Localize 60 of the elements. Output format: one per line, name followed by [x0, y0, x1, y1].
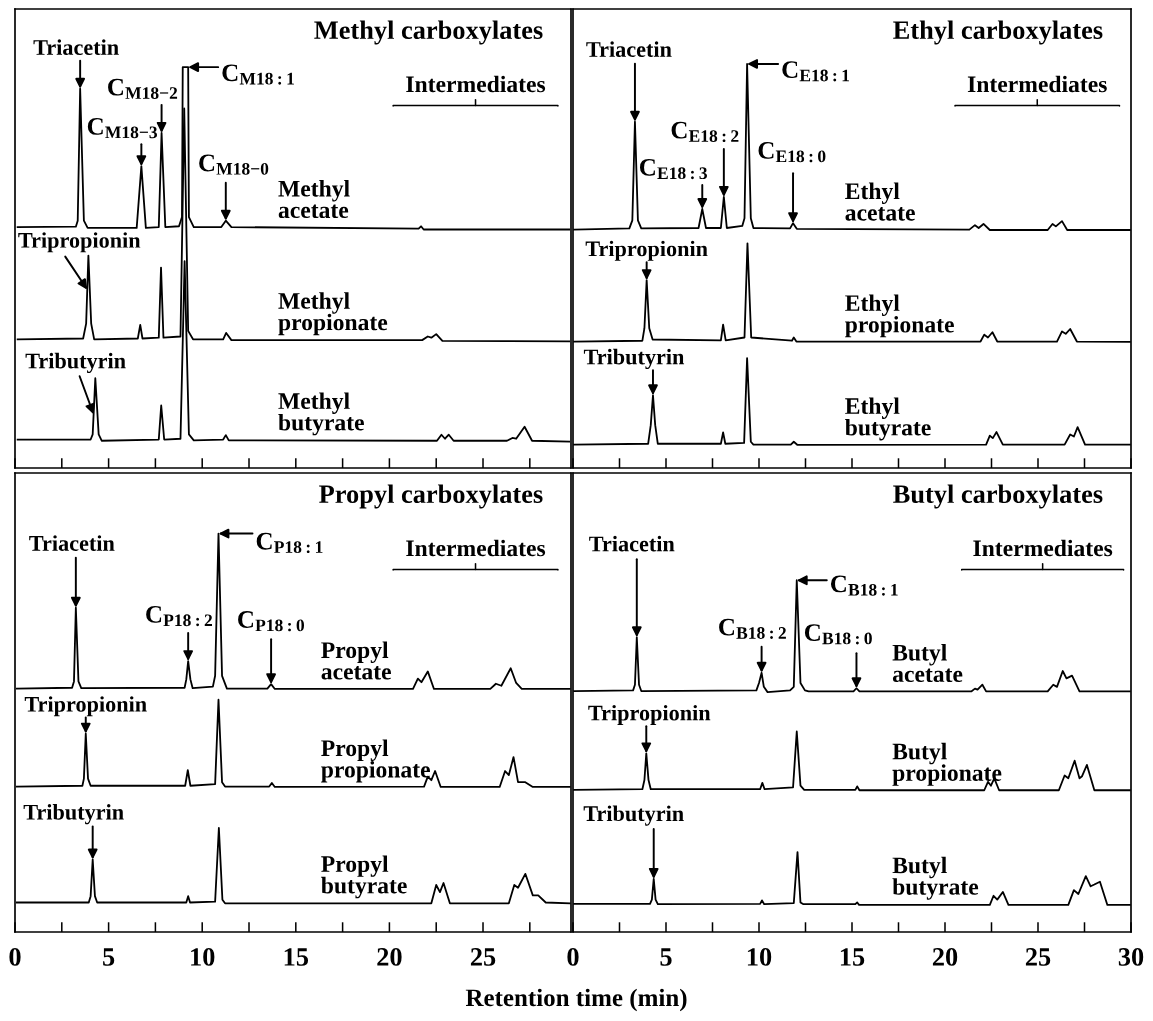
annotation: Tributyrin: [583, 348, 685, 370]
series-label: Propyl propionate: [321, 739, 430, 783]
annotation: Intermediates: [406, 539, 546, 557]
annotation: Tributyrin: [583, 805, 684, 826]
legend-label: Butyl acetate: [892, 644, 963, 683]
annotation: Tripropionin: [588, 704, 711, 726]
x-tick-label: 5: [103, 948, 115, 966]
chart-title: Propyl carboxylates: [319, 484, 543, 509]
annotation: C$_{M18−0}$: [199, 154, 269, 175]
x-tick-label: 25: [1025, 948, 1051, 966]
x-tick-label: 15: [840, 948, 865, 966]
x-tick-label: 0: [567, 948, 579, 966]
x-tick-label: 5: [660, 948, 672, 966]
x-tick-label: 10: [747, 948, 772, 966]
x-tick-label: 10: [191, 948, 215, 966]
series-label: Butyl propionate: [892, 742, 1002, 786]
x-tick-label: 15: [284, 948, 309, 966]
chart-title: Methyl carboxylates: [314, 20, 543, 45]
series-label: Methyl propionate: [278, 292, 388, 336]
annotation: C$_{E18:1}$: [782, 61, 850, 82]
annotation: Intermediates: [967, 75, 1107, 93]
series-label: Methyl butyrate: [278, 392, 364, 436]
x-tick-label: 30: [1118, 948, 1144, 966]
annotation: Triacetin: [586, 41, 672, 57]
annotation: Tributyrin: [25, 352, 126, 374]
annotation: Triacetin: [33, 39, 119, 55]
x-tick-label: 20: [377, 948, 402, 966]
annotation: Tripropionin: [585, 240, 708, 261]
chart-title: Butyl carboxylates: [893, 484, 1103, 509]
annotation: C$_{B18:2}$: [719, 618, 786, 639]
series-label: Butyl butyrate: [892, 856, 979, 900]
annotation: C$_{M18:1}$: [222, 64, 294, 85]
legend-label: Methyl acetate: [278, 180, 350, 219]
annotation: Tripropionin: [18, 232, 141, 253]
annotation: C$_{E18:2}$: [671, 121, 739, 143]
annotation: C$_{M18−2}$: [108, 78, 178, 99]
annotation: Tripropionin: [24, 696, 147, 717]
chart-title: Ethyl carboxylates: [893, 20, 1103, 45]
x-axis-title: Retention time (min): [465, 988, 687, 1012]
annotation: C$_{E18:3}$: [639, 158, 707, 180]
annotation: Triacetin: [589, 535, 675, 552]
x-tick-label: 25: [470, 948, 496, 966]
series-label: Ethyl butyrate: [845, 397, 931, 441]
annotation: C$_{P18:2}$: [146, 605, 212, 627]
annotation: C$_{E18:0}$: [758, 142, 826, 163]
annotation: Triacetin: [29, 535, 115, 551]
annotation: C$_{B18:1}$: [830, 575, 898, 596]
text: Intermediates: [973, 539, 1113, 557]
annotation: C$_{M18−3}$: [87, 118, 158, 139]
legend-label: Propyl acetate: [321, 641, 391, 680]
annotation: Tributyrin: [23, 804, 124, 825]
annotation: C$_{P18:1}$: [256, 532, 323, 554]
legend-label: Ethyl acetate: [845, 182, 915, 221]
annotation: C$_{B18:0}$: [804, 624, 872, 645]
series-label: Ethyl propionate: [845, 294, 954, 338]
x-tick-label: 0: [9, 948, 21, 966]
series-label: Propyl butyrate: [321, 855, 407, 899]
annotation: Intermediates: [406, 75, 546, 93]
x-tick-label: 20: [932, 948, 958, 966]
annotation: C$_{P18:0}$: [238, 611, 305, 632]
